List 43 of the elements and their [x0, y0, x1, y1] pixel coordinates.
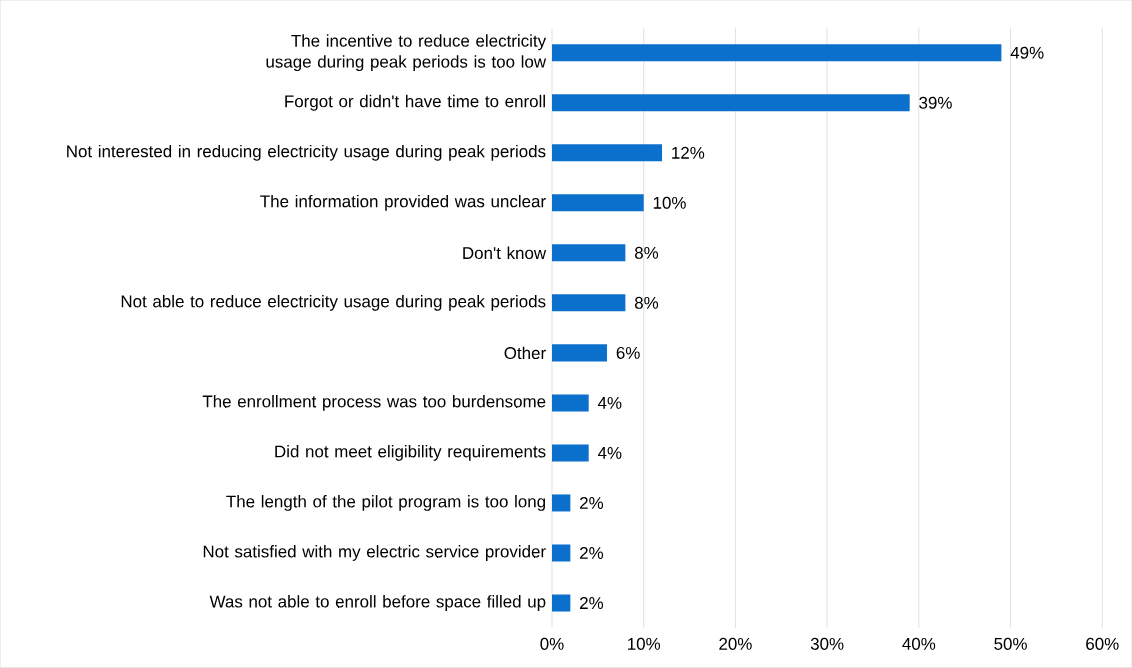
bar — [552, 194, 644, 212]
x-tick-label: 0% — [540, 637, 564, 650]
bar — [552, 394, 589, 412]
x-tick-label: 20% — [719, 637, 752, 650]
bar — [552, 294, 626, 312]
bar — [552, 544, 571, 562]
y-tick-label: Not satisfied with my electric service provider — [203, 545, 546, 562]
data-label: 6% — [616, 347, 640, 360]
x-tick-label: 40% — [902, 637, 936, 650]
y-tick-label: The information provided was unclear — [260, 195, 546, 211]
data-label: 4% — [597, 397, 622, 409]
y-tick-label: Was not able to enroll before space filled up — [209, 595, 546, 612]
y-tick-label: Don't know — [463, 246, 547, 260]
data-label: 2% — [580, 547, 604, 560]
y-tick-label: The incentive to reduce electricity usage during peak periods is too low — [266, 34, 547, 72]
bar — [552, 144, 663, 162]
x-tick-label: 60% — [1086, 637, 1119, 650]
y-tick-label: Not able to reduce electricity usage during peak periods — [121, 295, 546, 311]
bar — [552, 594, 571, 612]
data-label: 39% — [919, 96, 952, 109]
data-label: 10% — [653, 196, 686, 209]
data-label: 2% — [580, 497, 604, 510]
bar — [552, 94, 910, 112]
x-tick-label: 50% — [994, 637, 1027, 650]
y-tick-label: Other — [504, 346, 546, 360]
data-label: 4% — [597, 447, 622, 459]
y-tick-label: Forgot or didn't have time to enroll — [285, 94, 545, 111]
data-label: 12% — [672, 146, 705, 159]
data-label: 8% — [634, 246, 659, 259]
y-tick-label: Not interested in reducing electricity usage during peak periods — [67, 145, 546, 161]
bar — [552, 244, 626, 262]
bar — [552, 344, 608, 362]
y-tick-label: Did not meet eligibility requirements — [275, 445, 546, 461]
bar — [552, 444, 589, 462]
y-tick-label: The length of the pilot program is too long — [226, 495, 545, 511]
bar — [552, 494, 571, 512]
x-tick-label: 30% — [810, 637, 844, 650]
y-tick-label: The enrollment process was too burdensome — [202, 395, 546, 411]
data-label: 2% — [580, 597, 604, 610]
bar — [552, 44, 1002, 62]
x-tick-label: 10% — [628, 637, 661, 650]
data-label: 8% — [634, 296, 659, 309]
data-label: 49% — [1010, 46, 1044, 59]
